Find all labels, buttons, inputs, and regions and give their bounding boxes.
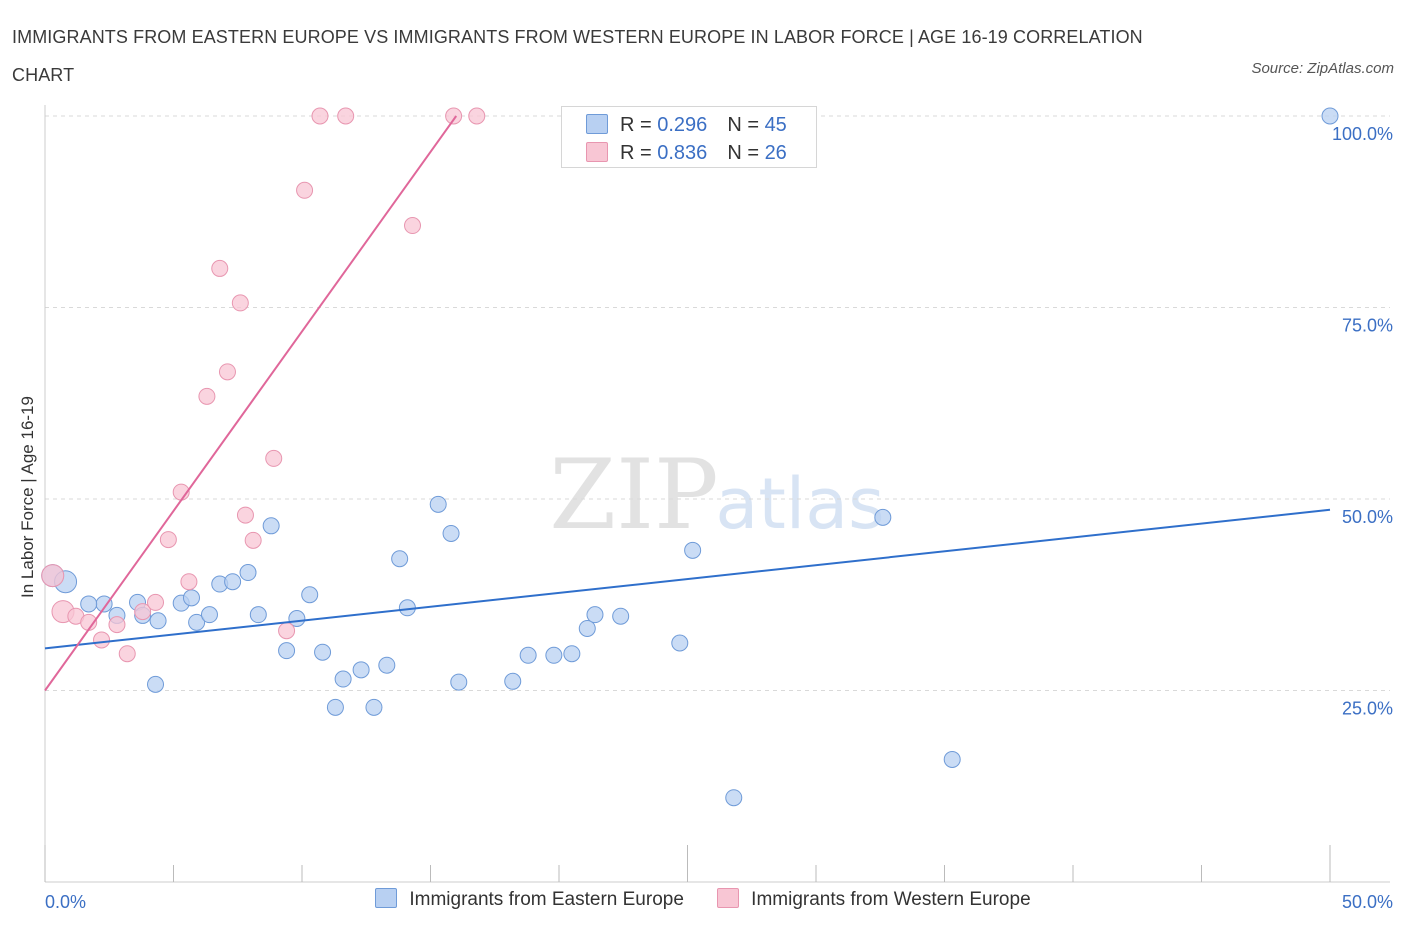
western-point <box>337 107 355 125</box>
eastern-point <box>301 586 319 604</box>
western-point <box>134 603 152 621</box>
western-n-value: 26 <box>764 142 787 164</box>
stats-legend-row-western: R = 0.836 N = 26 <box>586 141 787 165</box>
legend-item-eastern[interactable]: Immigrants from Eastern Europe <box>375 888 684 911</box>
western-point <box>236 506 254 524</box>
western-point <box>218 363 236 381</box>
eastern-point <box>224 573 242 591</box>
eastern-point <box>378 656 396 674</box>
eastern-point <box>149 612 167 630</box>
eastern-swatch <box>586 114 608 134</box>
eastern-point <box>671 634 689 652</box>
western-point <box>118 645 136 663</box>
eastern-point <box>262 517 280 535</box>
western-point <box>265 449 283 467</box>
eastern-point <box>239 564 257 582</box>
western-point <box>159 531 177 549</box>
eastern-point <box>314 643 332 661</box>
eastern-point <box>442 524 460 542</box>
eastern-point <box>684 541 702 559</box>
eastern-point <box>943 750 961 768</box>
eastern-trend-line <box>44 508 1331 650</box>
y-tick-label: 25.0% <box>1342 699 1393 719</box>
eastern-point <box>188 613 206 631</box>
eastern-point <box>391 550 409 568</box>
eastern-point <box>1321 107 1339 125</box>
western-point <box>211 259 229 277</box>
eastern-point <box>504 672 522 690</box>
western-r-label: R = <box>620 142 652 164</box>
eastern-point <box>545 646 563 664</box>
eastern-point <box>429 495 447 513</box>
eastern-point <box>586 606 604 624</box>
western-point <box>296 181 314 199</box>
eastern-point <box>352 661 370 679</box>
legend-eastern-swatch <box>375 888 398 908</box>
western-n-label: N = <box>727 142 759 164</box>
eastern-point <box>563 645 581 663</box>
western-point <box>404 217 422 235</box>
western-r-value: 0.836 <box>657 142 708 164</box>
western-point <box>231 294 249 312</box>
legend-item-western[interactable]: Immigrants from Western Europe <box>717 888 1031 911</box>
eastern-point <box>326 698 344 716</box>
western-point <box>41 564 65 588</box>
eastern-point <box>365 698 383 716</box>
eastern-point <box>334 670 352 688</box>
watermark-zip: ZIP <box>549 439 718 551</box>
eastern-n-value: 45 <box>764 114 787 136</box>
x-tick-label-max: 50.0% <box>1342 892 1393 912</box>
western-point <box>278 622 296 640</box>
y-tick-label: 100.0% <box>1332 124 1393 144</box>
eastern-point <box>725 789 743 807</box>
source-label: Source: ZipAtlas.com <box>1251 60 1394 77</box>
eastern-point <box>450 673 468 691</box>
legend-western-label: Immigrants from Western Europe <box>751 889 1031 910</box>
western-point <box>147 593 165 611</box>
eastern-point <box>80 595 98 613</box>
western-point <box>198 387 216 405</box>
x-tick-label-min: 0.0% <box>45 892 86 912</box>
western-point <box>244 531 262 549</box>
western-point <box>468 107 486 125</box>
eastern-n-label: N = <box>727 114 759 136</box>
eastern-point <box>278 642 296 660</box>
y-tick-label: 50.0% <box>1342 507 1393 527</box>
western-point <box>93 631 111 649</box>
western-swatch <box>586 142 608 162</box>
chart-title: IMMIGRANTS FROM EASTERN EUROPE VS IMMIGR… <box>12 27 1143 85</box>
eastern-point <box>874 508 892 526</box>
eastern-point <box>519 646 537 664</box>
stats-legend-row-eastern: R = 0.296 N = 45 <box>586 113 787 137</box>
western-trend-line <box>44 115 458 692</box>
eastern-point <box>612 607 630 625</box>
western-point <box>311 107 329 125</box>
eastern-r-value: 0.296 <box>657 114 708 136</box>
eastern-point <box>147 675 165 693</box>
eastern-point <box>249 606 267 624</box>
eastern-r-label: R = <box>620 114 652 136</box>
legend-western-swatch <box>717 888 740 908</box>
eastern-point <box>182 589 200 607</box>
y-tick-label: 75.0% <box>1342 316 1393 336</box>
legend-eastern-label: Immigrants from Eastern Europe <box>409 889 684 910</box>
western-point <box>445 107 463 125</box>
stats-legend: R = 0.296 N = 45 R = 0.836 N = 26 <box>561 106 817 168</box>
eastern-point <box>578 619 596 637</box>
western-point <box>180 573 198 591</box>
series-legend: Immigrants from Eastern Europe Immigrant… <box>0 888 1406 916</box>
watermark-atlas: atlas <box>715 463 884 545</box>
western-point <box>108 616 126 634</box>
eastern-point <box>200 606 218 624</box>
